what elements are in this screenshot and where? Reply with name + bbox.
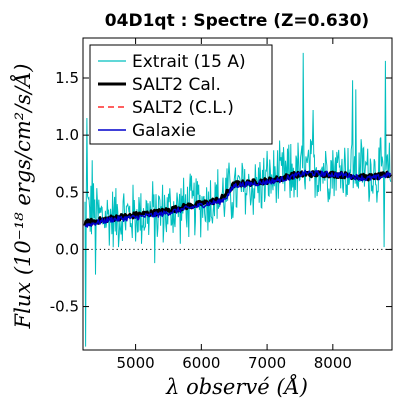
legend: Extrait (15 A) SALT2 Cal. SALT2 (C.L.) Gala…	[89, 44, 273, 145]
series-galaxie-line	[84, 169, 391, 228]
legend-label: SALT2 Cal.	[132, 75, 221, 95]
series-extrait-line	[84, 52, 392, 347]
y-axis-ticks: -0.5 0.0 0.5 1.0 1.5	[50, 69, 392, 316]
x-tick-label: 7000	[248, 354, 286, 372]
x-tick-label: 8000	[314, 354, 352, 372]
legend-label: SALT2 (C.L.)	[132, 98, 234, 118]
y-tick-label: 0.5	[55, 183, 79, 201]
y-tick-label: 1.0	[55, 126, 79, 144]
y-axis-label: Flux (10⁻¹⁸ ergs/cm²/s/Å)	[10, 64, 35, 330]
legend-label: Galaxie	[132, 121, 196, 141]
x-axis-ticks: 5000 6000 7000 8000	[117, 38, 352, 372]
legend-label: Extrait (15 A)	[132, 52, 246, 72]
x-axis-label: λ observé (Å)	[165, 374, 308, 399]
plot-frame	[82, 37, 393, 351]
y-tick-label: -0.5	[50, 298, 79, 316]
x-tick-label: 5000	[117, 354, 155, 372]
y-tick-label: 1.5	[55, 69, 79, 87]
y-tick-label: 0.0	[55, 240, 79, 258]
x-tick-label: 6000	[182, 354, 220, 372]
chart-title: 04D1qt : Spectre (Z=0.630)	[105, 11, 369, 31]
